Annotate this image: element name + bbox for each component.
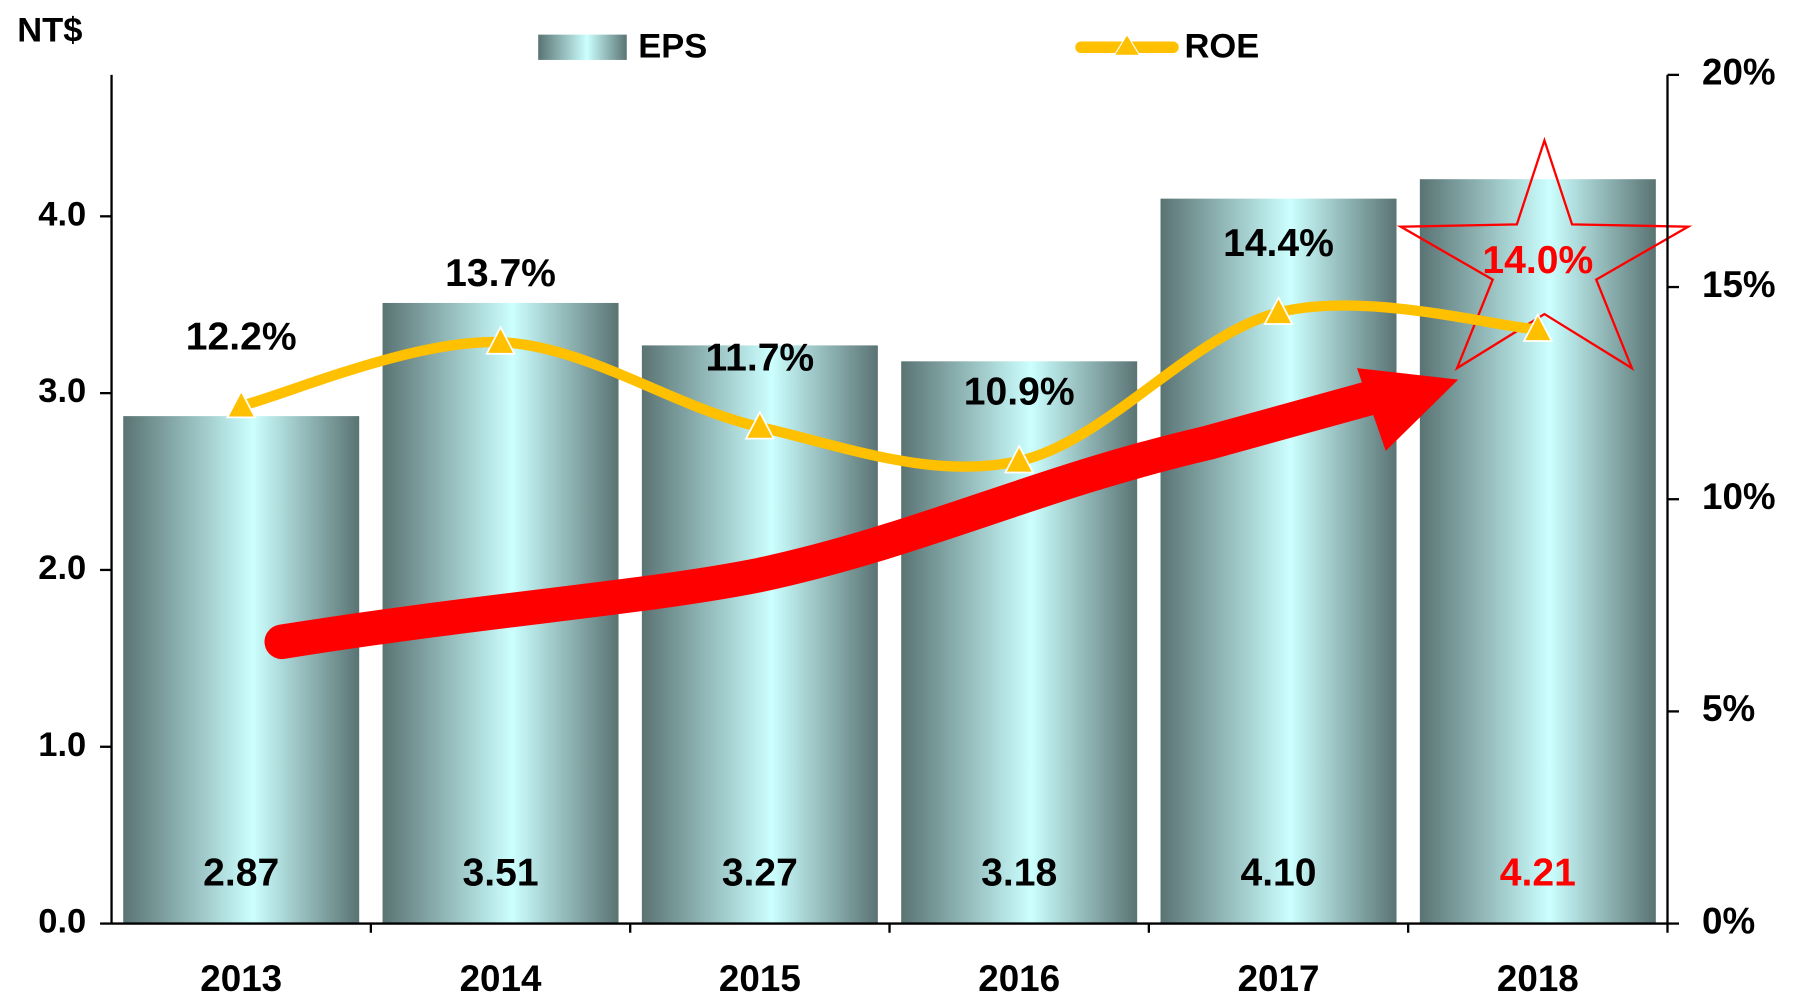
bar-value-label: 3.27 (722, 852, 798, 895)
roe-value-label: 14.0% (1482, 239, 1593, 282)
bar-value-label: 4.21 (1500, 852, 1576, 895)
y2-tick-label: 10% (1702, 476, 1776, 517)
roe-marker (744, 410, 776, 440)
bar-value-label: 3.51 (463, 852, 539, 895)
bar (123, 416, 360, 924)
bar-value-label: 2.87 (203, 852, 279, 895)
highlight-star (1396, 136, 1693, 371)
y-tick-label: 1.0 (38, 726, 86, 764)
bar-value-label: 3.18 (981, 852, 1057, 895)
y-tick-label: 4.0 (38, 195, 86, 233)
legend-swatch (538, 34, 627, 60)
roe-value-label: 13.7% (445, 252, 556, 295)
roe-value-label: 11.7% (706, 337, 815, 380)
roe-marker (1003, 444, 1035, 474)
roe-marker (1263, 295, 1294, 325)
x-tick-label: 2016 (978, 958, 1060, 995)
x-tick-label: 2018 (1497, 958, 1579, 995)
roe-value-label: 14.4% (1223, 222, 1334, 265)
x-tick-label: 2015 (719, 958, 801, 995)
roe-value-label: 10.9% (964, 371, 1075, 414)
x-tick-label: 2014 (460, 958, 542, 995)
roe-value-label: 12.2% (186, 315, 297, 358)
trend-arrow (264, 379, 1392, 660)
y-tick-label: 0.0 (38, 903, 86, 941)
legend-label: ROE (1185, 28, 1260, 66)
y-axis-label: NT$ (17, 11, 82, 49)
roe-line (239, 300, 1539, 472)
bar (1419, 179, 1656, 924)
trend-arrow-head (1357, 368, 1459, 451)
y2-tick-label: 15% (1702, 264, 1776, 305)
y2-tick-label: 5% (1702, 688, 1755, 729)
x-tick-label: 2017 (1238, 958, 1320, 995)
x-tick-label: 2013 (200, 958, 282, 995)
legend-marker (1113, 33, 1141, 56)
y2-tick-label: 20% (1702, 52, 1776, 93)
y-tick-label: 2.0 (38, 549, 86, 587)
roe-marker (225, 389, 257, 419)
y-tick-label: 3.0 (38, 372, 86, 410)
roe-marker (1522, 312, 1554, 342)
legend-label: EPS (638, 28, 707, 66)
y2-tick-label: 0% (1702, 900, 1755, 941)
bar-value-label: 4.10 (1240, 852, 1316, 895)
roe-marker (485, 325, 516, 355)
